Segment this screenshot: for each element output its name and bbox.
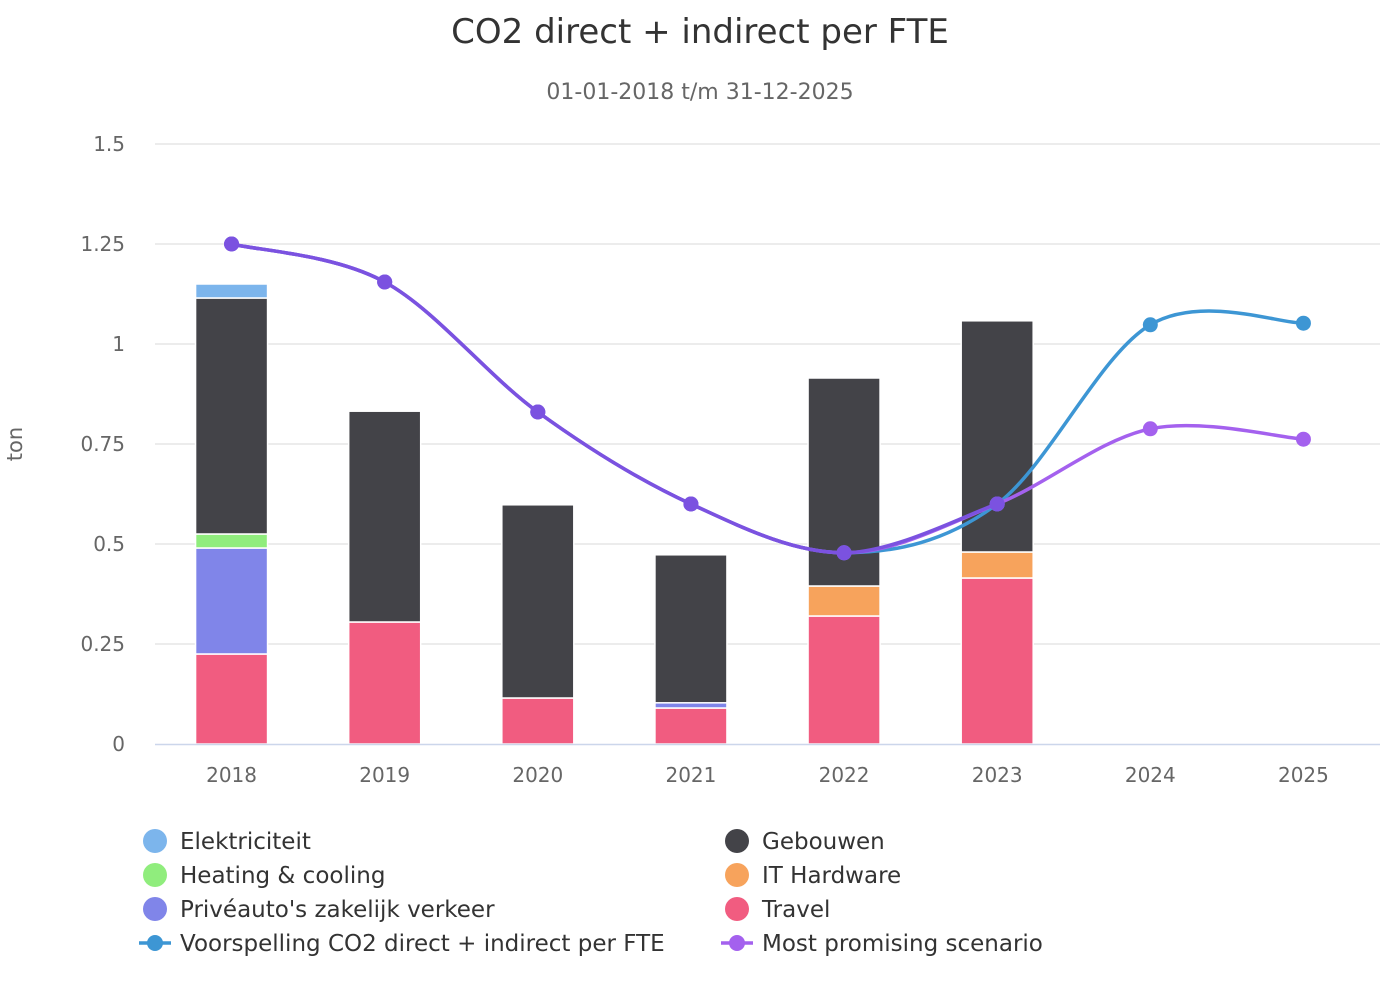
y-tick-label: 0.25 — [80, 632, 125, 656]
point-voorspelling-co2-direct-indirect-per-fte-2025 — [1295, 315, 1311, 331]
bar-travel-2019 — [347, 621, 422, 745]
point-overlap-2023 — [989, 496, 1005, 512]
y-tick-label: 0.5 — [93, 532, 125, 556]
y-tick-label: 1.25 — [80, 232, 125, 256]
bar-travel-2022 — [807, 615, 881, 745]
legend-marker — [143, 863, 167, 887]
x-tick-label: 2019 — [359, 763, 410, 787]
legend-label: Privéauto's zakelijk verkeer — [180, 897, 495, 923]
legend: Elektriciteit Gebouwen Heating & cooling IT… — [139, 829, 1043, 957]
point-most-promising-scenario-2025 — [1295, 431, 1311, 447]
bar-elektriciteit-2018 — [194, 283, 269, 299]
point-most-promising-scenario-2024 — [1142, 421, 1158, 437]
bar-gebouwen-2021 — [654, 554, 728, 704]
legend-item-voorspelling-co2-direct-indirect-per-fte[interactable]: Voorspelling CO2 direct + indirect per F… — [139, 931, 665, 957]
legend-item-travel[interactable]: Travel — [725, 897, 830, 923]
y-axis-label: ton — [3, 427, 27, 461]
legend-item-gebouwen[interactable]: Gebouwen — [725, 829, 885, 855]
series-lines — [224, 236, 1311, 561]
legend-marker — [729, 935, 745, 951]
point-voorspelling-co2-direct-indirect-per-fte-2024 — [1142, 317, 1158, 333]
point-overlap-2021 — [683, 496, 699, 512]
x-tick-label: 2020 — [512, 763, 563, 787]
legend-item-elektriciteit[interactable]: Elektriciteit — [143, 829, 311, 855]
x-tick-label: 2018 — [206, 763, 257, 787]
bar-travel-2023 — [960, 577, 1034, 745]
x-tick-label: 2023 — [972, 763, 1023, 787]
bar-gebouwen-2019 — [347, 410, 422, 623]
legend-label: Travel — [761, 897, 830, 923]
x-tick-label: 2021 — [665, 763, 716, 787]
x-tick-label: 2022 — [819, 763, 870, 787]
legend-label: Voorspelling CO2 direct + indirect per F… — [180, 931, 665, 957]
x-tick-label: 2024 — [1125, 763, 1176, 787]
y-axis-ticks: 0 0.25 0.5 0.75 1 1.25 1.5 — [80, 132, 125, 756]
y-tick-label: 0.75 — [80, 432, 125, 456]
point-overlap-2020 — [530, 404, 546, 420]
bar-travel-2018 — [194, 653, 269, 745]
bar-gebouwen-2023 — [960, 320, 1034, 553]
legend-label: Elektriciteit — [180, 829, 311, 855]
legend-label: Heating & cooling — [180, 863, 385, 889]
legend-marker — [143, 897, 167, 921]
legend-marker — [725, 829, 749, 853]
bar-gebouwen-2018 — [194, 297, 269, 535]
legend-marker — [147, 935, 163, 951]
bar-priveauto-s-zakelijk-verkeer-2018 — [194, 547, 269, 655]
bar-it-hardware-2022 — [807, 585, 881, 617]
legend-item-priveauto-s-zakelijk-verkeer[interactable]: Privéauto's zakelijk verkeer — [143, 897, 495, 923]
legend-label: Most promising scenario — [762, 931, 1043, 957]
legend-marker — [143, 829, 167, 853]
point-overlap-2018 — [224, 236, 240, 252]
bar-travel-2021 — [654, 707, 728, 745]
legend-marker — [725, 897, 749, 921]
line-overlap — [231, 242, 998, 555]
legend-label: IT Hardware — [762, 863, 901, 889]
legend-item-most-promising-scenario[interactable]: Most promising scenario — [721, 931, 1043, 957]
legend-item-heating-cooling[interactable]: Heating & cooling — [143, 863, 385, 889]
legend-label: Gebouwen — [762, 829, 885, 855]
bar-travel-2020 — [501, 697, 575, 745]
point-overlap-2022 — [836, 545, 852, 561]
x-axis-ticks: 2018 2019 2020 2021 2022 2023 2024 2025 — [206, 763, 1329, 787]
point-overlap-2019 — [377, 274, 393, 290]
grid-lines — [155, 143, 1380, 645]
x-tick-label: 2025 — [1278, 763, 1329, 787]
legend-item-it-hardware[interactable]: IT Hardware — [725, 863, 901, 889]
y-tick-label: 1 — [112, 332, 125, 356]
chart-title: CO2 direct + indirect per FTE — [451, 12, 949, 52]
bar-priveauto-s-zakelijk-verkeer-2021 — [654, 702, 728, 709]
y-tick-label: 1.5 — [93, 132, 125, 156]
bar-it-hardware-2023 — [960, 551, 1034, 579]
bar-heating-cooling-2018 — [194, 533, 269, 549]
bar-stacks — [194, 283, 1034, 745]
bar-gebouwen-2020 — [501, 504, 575, 699]
chart-subtitle: 01-01-2018 t/m 31-12-2025 — [546, 80, 854, 105]
legend-marker — [725, 863, 749, 887]
y-tick-label: 0 — [112, 732, 125, 756]
